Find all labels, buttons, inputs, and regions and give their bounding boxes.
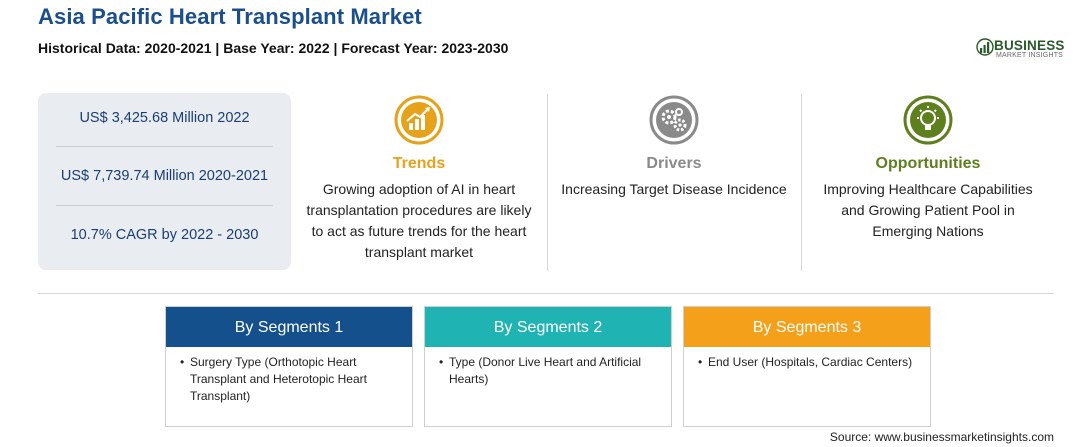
column-divider	[547, 94, 548, 271]
bullet-icon: •	[698, 355, 703, 369]
segment-2-list: • Type (Donor Live Heart and Artificial …	[425, 347, 671, 388]
stat-divider	[56, 205, 273, 206]
segment-card-3: By Segments 3 • End User (Hospitals, Car…	[683, 306, 931, 427]
segment-3-title: By Segments 3	[684, 307, 930, 347]
source-credit: Source: www.businessmarketinsights.com	[829, 430, 1054, 444]
logo-mark-icon	[976, 38, 994, 56]
column-divider	[801, 94, 802, 271]
page-title: Asia Pacific Heart Transplant Market	[38, 4, 422, 29]
bullet-icon: •	[439, 355, 444, 369]
trends-description: Growing adoption of AI in heart transpla…	[306, 181, 532, 260]
trends-heading: Trends	[392, 155, 446, 172]
section-divider	[38, 293, 1054, 294]
company-logo: BUSINESS MARKET INSIGHTS	[976, 34, 1076, 64]
segment-2-title: By Segments 2	[425, 307, 671, 347]
opportunities-column: Opportunities Improving Healthcare Capab…	[810, 95, 1046, 242]
list-item: • Surgery Type (Orthotopic Heart Transpl…	[180, 354, 400, 405]
segment-3-item: End User (Hospitals, Cardiac Centers)	[708, 355, 913, 369]
chart-growth-icon	[394, 95, 444, 145]
segment-card-1: By Segments 1 • Surgery Type (Orthotopic…	[165, 306, 413, 427]
opportunities-description: Improving Healthcare Capabilities and Gr…	[823, 181, 1033, 239]
key-stats-panel: US$ 3,425.68 Million 2022 US$ 7,739.74 M…	[38, 93, 291, 270]
logo-name: BUSINESS	[994, 38, 1065, 53]
list-item: • End User (Hospitals, Cardiac Centers)	[698, 354, 918, 371]
logo-tagline: MARKET INSIGHTS	[996, 52, 1064, 59]
trends-column: Trends Growing adoption of AI in heart t…	[300, 95, 538, 263]
opportunities-heading: Opportunities	[875, 155, 981, 172]
stat-divider	[56, 146, 273, 147]
segment-1-list: • Surgery Type (Orthotopic Heart Transpl…	[166, 347, 412, 405]
gears-icon	[649, 95, 699, 145]
drivers-column: Drivers Increasing Target Disease Incide…	[556, 95, 792, 200]
drivers-heading: Drivers	[646, 155, 702, 172]
stat-market-size-2022: US$ 3,425.68 Million 2022	[79, 110, 250, 126]
lightbulb-icon	[903, 95, 953, 145]
segment-card-2: By Segments 2 • Type (Donor Live Heart a…	[424, 306, 672, 427]
segment-3-list: • End User (Hospitals, Cardiac Centers)	[684, 347, 930, 371]
stat-market-size-historical: US$ 7,739.74 Million 2020-2021	[60, 168, 269, 184]
bullet-icon: •	[180, 355, 185, 369]
stat-cagr: 10.7% CAGR by 2022 - 2030	[70, 227, 259, 243]
list-item: • Type (Donor Live Heart and Artificial …	[439, 354, 659, 388]
drivers-description: Increasing Target Disease Incidence	[561, 181, 787, 197]
segment-1-title: By Segments 1	[166, 307, 412, 347]
segment-1-item: Surgery Type (Orthotopic Heart Transplan…	[190, 355, 367, 403]
segment-2-item: Type (Donor Live Heart and Artificial He…	[449, 355, 642, 386]
page-subtitle: Historical Data: 2020-2021 | Base Year: …	[38, 40, 509, 56]
